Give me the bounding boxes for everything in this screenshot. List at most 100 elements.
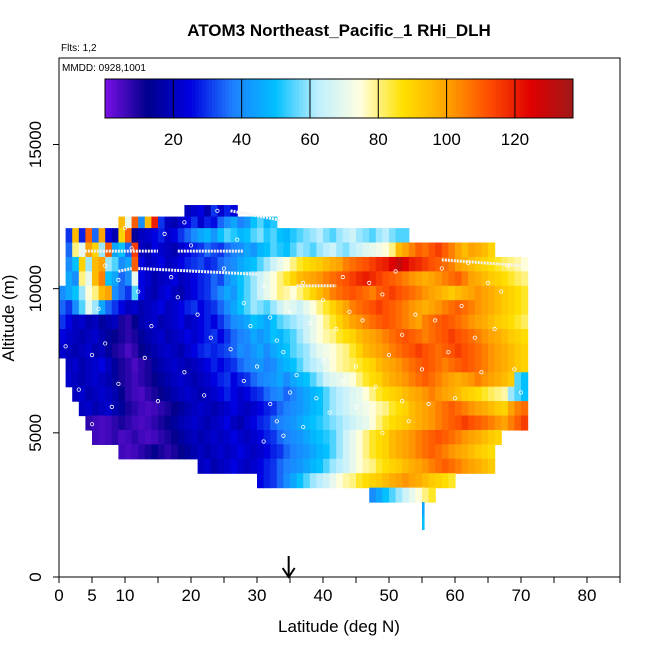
heatmap-cell xyxy=(349,271,357,287)
heatmap-cell xyxy=(395,458,403,474)
heatmap-cell xyxy=(501,329,509,345)
heatmap-cell xyxy=(329,357,337,373)
heatmap-cell xyxy=(488,401,496,417)
heatmap-cell xyxy=(408,314,416,330)
heatmap-cell xyxy=(296,401,304,417)
heatmap-cell xyxy=(501,271,509,287)
heatmap-cell xyxy=(507,314,515,330)
heatmap-cell xyxy=(144,314,152,330)
heatmap-cell xyxy=(118,216,126,229)
sample-point xyxy=(274,338,279,343)
colorbar-swatch xyxy=(135,79,139,118)
heatmap-cell xyxy=(435,415,443,431)
heatmap-cell xyxy=(111,386,119,402)
heatmap-cell xyxy=(342,372,350,388)
heatmap-cell xyxy=(59,329,67,345)
heatmap-cell xyxy=(204,285,212,301)
colorbar-swatch xyxy=(265,79,270,118)
sample-point xyxy=(89,352,95,358)
heatmap-cell xyxy=(501,285,509,301)
heatmap-cell xyxy=(461,372,469,388)
heatmap-cell xyxy=(65,329,73,345)
heatmap-cell xyxy=(415,285,423,301)
heatmap-cell xyxy=(263,372,271,388)
heatmap-cell xyxy=(151,271,159,287)
heatmap-cell xyxy=(85,271,93,287)
heatmap-cell xyxy=(309,285,317,301)
heatmap-cell xyxy=(204,314,212,330)
heatmap-cell xyxy=(494,329,502,345)
heatmap-cell xyxy=(184,271,192,287)
heatmap-cell xyxy=(230,357,238,373)
colorbar-swatch xyxy=(258,79,263,118)
heatmap-cell xyxy=(191,205,199,218)
heatmap-cell xyxy=(177,216,185,229)
heatmap-cell xyxy=(296,242,304,258)
heatmap-cell xyxy=(296,228,304,244)
heatmap-cell xyxy=(263,444,271,460)
heatmap-cell xyxy=(144,343,152,359)
heatmap-cell xyxy=(435,372,443,388)
heatmap-cell xyxy=(125,401,133,417)
heatmap-cell xyxy=(151,386,159,402)
heatmap-cell xyxy=(98,401,106,417)
heatmap-cell xyxy=(92,329,100,345)
heatmap-cell xyxy=(468,271,476,287)
heatmap-cell xyxy=(296,372,304,388)
heatmap-cell xyxy=(336,329,344,345)
heatmap-cell xyxy=(309,444,317,460)
heatmap-cell xyxy=(488,343,496,359)
heatmap-cell xyxy=(263,357,271,373)
heatmap-cell xyxy=(507,343,515,359)
heatmap-cell xyxy=(290,473,298,489)
heatmap-cell xyxy=(521,285,529,301)
heatmap-cell xyxy=(290,285,298,301)
heatmap-cell xyxy=(382,285,390,301)
colorbar-swatch xyxy=(215,79,220,118)
heatmap-cell xyxy=(316,415,324,431)
heatmap-cell xyxy=(98,343,106,359)
heatmap-cell xyxy=(184,285,192,301)
sample-point xyxy=(63,344,68,349)
heatmap-cell xyxy=(329,473,337,489)
heatmap-cell xyxy=(501,401,509,417)
heatmap-cell xyxy=(78,372,86,388)
heatmap-cell xyxy=(481,444,489,460)
heatmap-cell xyxy=(422,487,430,503)
colorbar-swatch xyxy=(566,79,571,118)
sample-point xyxy=(334,326,339,332)
heatmap-cell xyxy=(329,372,337,388)
x-tick-label: 40 xyxy=(314,586,333,605)
heatmap-cell xyxy=(111,329,119,345)
heatmap-cell xyxy=(144,216,152,229)
heatmap-cell xyxy=(375,429,383,445)
heatmap-cell xyxy=(428,357,436,373)
heatmap-cell xyxy=(309,372,317,388)
heatmap-cell xyxy=(329,256,337,272)
heatmap-cell xyxy=(290,357,298,373)
heatmap-cell xyxy=(309,473,317,489)
flight-track xyxy=(441,258,522,268)
heatmap-cell xyxy=(111,285,119,301)
heatmap-cell xyxy=(362,444,370,460)
heatmap-cell xyxy=(375,343,383,359)
x-tick-label: 60 xyxy=(446,586,465,605)
colorbar-swatch xyxy=(415,79,420,118)
sample-point xyxy=(142,355,147,360)
heatmap-cell xyxy=(488,314,496,330)
heatmap-cell xyxy=(329,401,337,417)
sample-point xyxy=(149,324,154,329)
colorbar-swatch xyxy=(492,79,497,118)
sample-point xyxy=(182,220,187,225)
colorbar-swatch xyxy=(222,79,226,118)
heatmap-cell xyxy=(402,242,410,258)
heatmap-cell xyxy=(389,415,397,431)
heatmap-cell xyxy=(230,216,238,229)
heatmap-cell xyxy=(118,386,126,402)
heatmap-cell xyxy=(144,386,152,402)
heatmap-cell xyxy=(507,415,515,431)
colorbar-swatch xyxy=(499,79,504,118)
heatmap-cell xyxy=(263,329,271,345)
heatmap-cell xyxy=(210,357,218,373)
sample-point xyxy=(103,341,108,346)
